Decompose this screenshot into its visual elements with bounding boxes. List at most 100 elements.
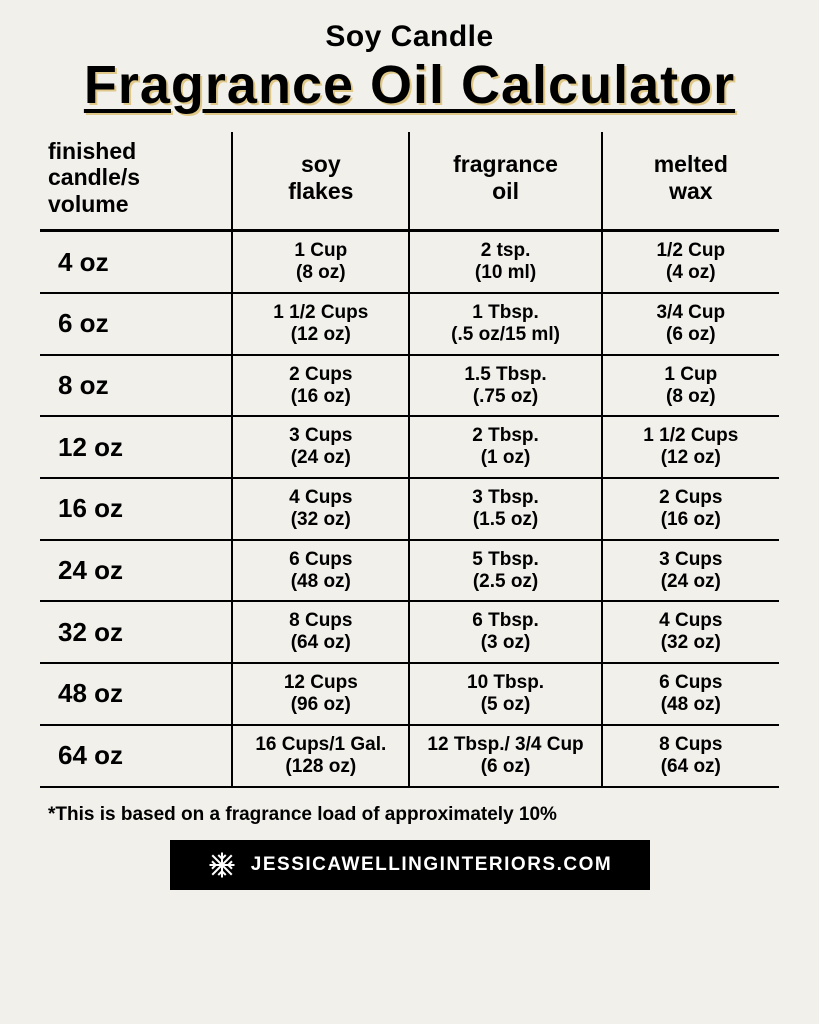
cell-oil: 2 tsp.(10 ml) [409,231,601,293]
col-header-volume: finished candle/s volume [40,132,232,231]
cell-wax-line2: (16 oz) [607,509,775,531]
snowflake-icon [207,850,237,880]
cell-oil: 2 Tbsp.(1 oz) [409,416,601,478]
cell-soy-line2: (16 oz) [237,386,404,408]
cell-volume: 12 oz [40,416,232,478]
cell-wax-line1: 8 Cups [607,734,775,756]
cell-soy-line2: (128 oz) [237,756,404,778]
table-row: 8 oz2 Cups(16 oz)1.5 Tbsp.(.75 oz)1 Cup(… [40,355,779,417]
cell-soy-line2: (24 oz) [237,447,404,469]
cell-oil-line1: 2 Tbsp. [414,425,596,447]
cell-wax: 6 Cups(48 oz) [602,663,779,725]
cell-wax: 3/4 Cup(6 oz) [602,293,779,355]
cell-soy-line2: (64 oz) [237,632,404,654]
cell-volume: 64 oz [40,725,232,787]
cell-oil-line1: 5 Tbsp. [414,549,596,571]
cell-oil-line2: (2.5 oz) [414,571,596,593]
cell-soy-line1: 8 Cups [237,610,404,632]
cell-oil: 12 Tbsp./ 3/4 Cup(6 oz) [409,725,601,787]
table-header-row: finished candle/s volume soy flakes frag… [40,132,779,231]
cell-wax-line1: 4 Cups [607,610,775,632]
cell-soy: 3 Cups(24 oz) [232,416,409,478]
col-header-soy: soy flakes [232,132,409,231]
cell-volume: 4 oz [40,231,232,293]
cell-wax-line1: 3/4 Cup [607,302,775,324]
cell-oil-line1: 12 Tbsp./ 3/4 Cup [414,734,596,756]
cell-oil: 6 Tbsp.(3 oz) [409,601,601,663]
cell-oil-line1: 3 Tbsp. [414,487,596,509]
cell-oil-line2: (.75 oz) [414,386,596,408]
cell-oil-line2: (5 oz) [414,694,596,716]
cell-soy: 16 Cups/1 Gal.(128 oz) [232,725,409,787]
cell-oil-line1: 6 Tbsp. [414,610,596,632]
cell-oil-line2: (10 ml) [414,262,596,284]
cell-oil-line1: 10 Tbsp. [414,672,596,694]
cell-oil: 1.5 Tbsp.(.75 oz) [409,355,601,417]
cell-soy: 4 Cups(32 oz) [232,478,409,540]
cell-volume: 16 oz [40,478,232,540]
cell-wax-line2: (12 oz) [607,447,775,469]
cell-volume: 32 oz [40,601,232,663]
cell-wax-line1: 6 Cups [607,672,775,694]
cell-soy-line1: 1 1/2 Cups [237,302,404,324]
cell-wax: 2 Cups(16 oz) [602,478,779,540]
cell-oil-line2: (1 oz) [414,447,596,469]
cell-soy-line2: (8 oz) [237,262,404,284]
cell-soy-line1: 12 Cups [237,672,404,694]
cell-oil: 1 Tbsp.(.5 oz/15 ml) [409,293,601,355]
page-title: Fragrance Oil Calculator [40,54,779,116]
cell-oil-line1: 2 tsp. [414,240,596,262]
cell-wax-line2: (64 oz) [607,756,775,778]
cell-wax-line1: 1 1/2 Cups [607,425,775,447]
cell-volume: 6 oz [40,293,232,355]
cell-wax-line2: (4 oz) [607,262,775,284]
table-row: 48 oz12 Cups(96 oz)10 Tbsp.(5 oz)6 Cups(… [40,663,779,725]
cell-oil-line1: 1.5 Tbsp. [414,364,596,386]
cell-oil-line2: (6 oz) [414,756,596,778]
cell-soy-line1: 3 Cups [237,425,404,447]
table-row: 64 oz16 Cups/1 Gal.(128 oz)12 Tbsp./ 3/4… [40,725,779,787]
cell-wax: 1 Cup(8 oz) [602,355,779,417]
cell-soy: 1 Cup(8 oz) [232,231,409,293]
cell-wax-line2: (6 oz) [607,324,775,346]
col-header-wax: melted wax [602,132,779,231]
cell-oil: 5 Tbsp.(2.5 oz) [409,540,601,602]
pretitle: Soy Candle [40,20,779,54]
cell-volume: 24 oz [40,540,232,602]
cell-oil-line2: (3 oz) [414,632,596,654]
cell-wax-line1: 1 Cup [607,364,775,386]
cell-wax: 8 Cups(64 oz) [602,725,779,787]
cell-wax-line2: (32 oz) [607,632,775,654]
cell-oil-line2: (.5 oz/15 ml) [414,324,596,346]
cell-wax: 1 1/2 Cups(12 oz) [602,416,779,478]
cell-soy-line1: 4 Cups [237,487,404,509]
cell-wax-line2: (8 oz) [607,386,775,408]
footer-banner: JESSICAWELLINGINTERIORS.COM [170,840,650,890]
cell-oil-line1: 1 Tbsp. [414,302,596,324]
cell-soy-line1: 6 Cups [237,549,404,571]
cell-soy: 2 Cups(16 oz) [232,355,409,417]
cell-wax-line1: 1/2 Cup [607,240,775,262]
cell-soy-line2: (96 oz) [237,694,404,716]
cell-oil: 10 Tbsp.(5 oz) [409,663,601,725]
cell-soy: 1 1/2 Cups(12 oz) [232,293,409,355]
footer-text: JESSICAWELLINGINTERIORS.COM [251,854,612,876]
cell-soy-line1: 2 Cups [237,364,404,386]
table-row: 16 oz4 Cups(32 oz)3 Tbsp.(1.5 oz) 2 Cups(… [40,478,779,540]
cell-wax-line2: (48 oz) [607,694,775,716]
table-row: 6 oz1 1/2 Cups(12 oz)1 Tbsp.(.5 oz/15 ml… [40,293,779,355]
calculator-table: finished candle/s volume soy flakes frag… [40,132,779,788]
cell-wax-line1: 3 Cups [607,549,775,571]
cell-wax: 4 Cups(32 oz) [602,601,779,663]
cell-oil-line2: (1.5 oz) [414,509,596,531]
cell-soy: 8 Cups(64 oz) [232,601,409,663]
footnote: *This is based on a fragrance load of ap… [40,804,779,826]
cell-soy-line2: (12 oz) [237,324,404,346]
cell-wax-line1: 2 Cups [607,487,775,509]
cell-wax: 1/2 Cup(4 oz) [602,231,779,293]
table-row: 32 oz8 Cups(64 oz)6 Tbsp.(3 oz)4 Cups(32… [40,601,779,663]
table-row: 12 oz3 Cups(24 oz)2 Tbsp.(1 oz)1 1/2 Cup… [40,416,779,478]
table-row: 24 oz6 Cups(48 oz)5 Tbsp.(2.5 oz)3 Cups(… [40,540,779,602]
cell-soy: 12 Cups(96 oz) [232,663,409,725]
table-row: 4 oz1 Cup(8 oz)2 tsp.(10 ml)1/2 Cup(4 oz… [40,231,779,293]
